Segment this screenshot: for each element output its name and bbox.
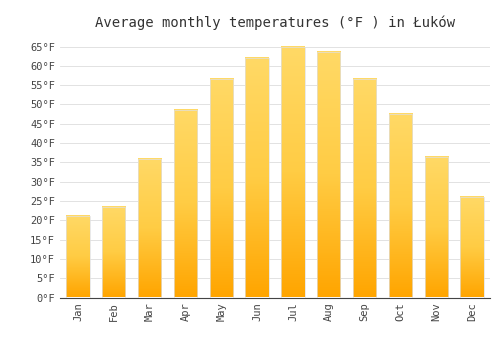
Bar [389, 114, 412, 298]
Bar [102, 207, 126, 298]
Bar [353, 79, 376, 298]
Bar [66, 216, 90, 298]
Bar [460, 197, 483, 298]
Bar [246, 58, 268, 298]
Bar [210, 79, 233, 298]
Bar [174, 110, 197, 298]
Bar [282, 47, 304, 298]
Bar [424, 156, 448, 298]
Bar [138, 159, 161, 298]
Title: Average monthly temperatures (°F ) in Łuków: Average monthly temperatures (°F ) in Łu… [95, 15, 455, 30]
Bar [317, 52, 340, 298]
